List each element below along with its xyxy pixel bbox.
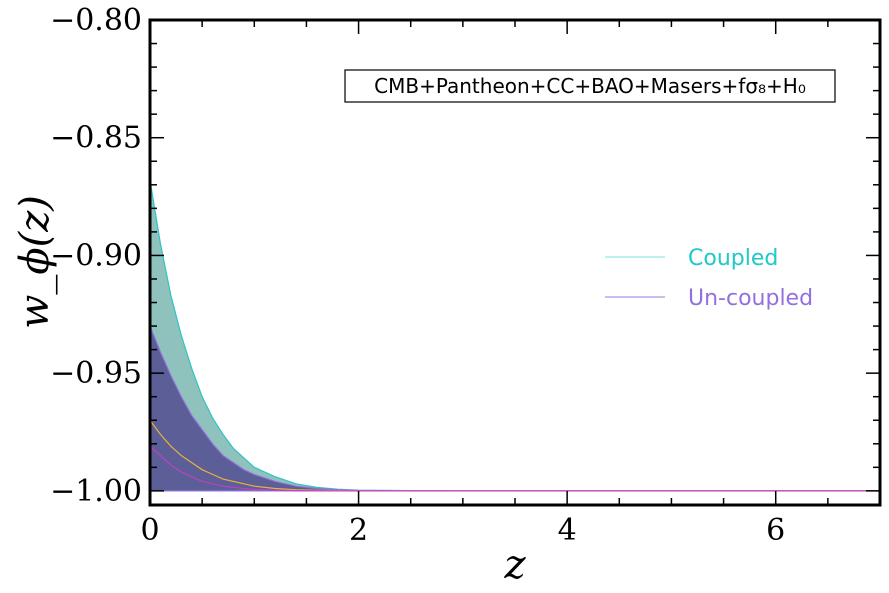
annotation-box: CMB+Pantheon+CC+BAO+Masers+fσ₈+H₀ [344,69,836,103]
tick-label-layer: 0 2 4 6 −1.00 −0.95 −0.90 −0.85 −0.80 [50,3,785,548]
x-tick-label: 0 [140,513,159,548]
un-coupled-mean-line [149,445,880,492]
legend-label-un-coupled: Un-coupled [688,286,813,311]
y-tick-label: −0.80 [50,3,142,38]
x-tick-label: 6 [766,513,785,548]
coupled-band [149,180,880,492]
band-layer [149,180,880,492]
annotation-text: CMB+Pantheon+CC+BAO+Masers+fσ₈+H₀ [374,74,806,98]
tick-layer [149,19,881,505]
x-tick-label: 2 [349,513,368,548]
y-tick-label: −0.95 [50,356,142,391]
mean-line-layer [149,419,880,492]
y-tick-label: −0.90 [50,238,142,273]
legend-label-coupled: Coupled [688,246,778,271]
x-tick-label: 4 [558,513,577,548]
y-tick-label: −0.85 [50,121,142,156]
x-axis-title: z [503,542,526,588]
y-tick-label: −1.00 [50,474,142,509]
y-axis-title: w_ϕ(z) [12,195,58,329]
legend: Coupled Un-coupled [605,246,813,311]
un-coupled-band [149,325,880,492]
